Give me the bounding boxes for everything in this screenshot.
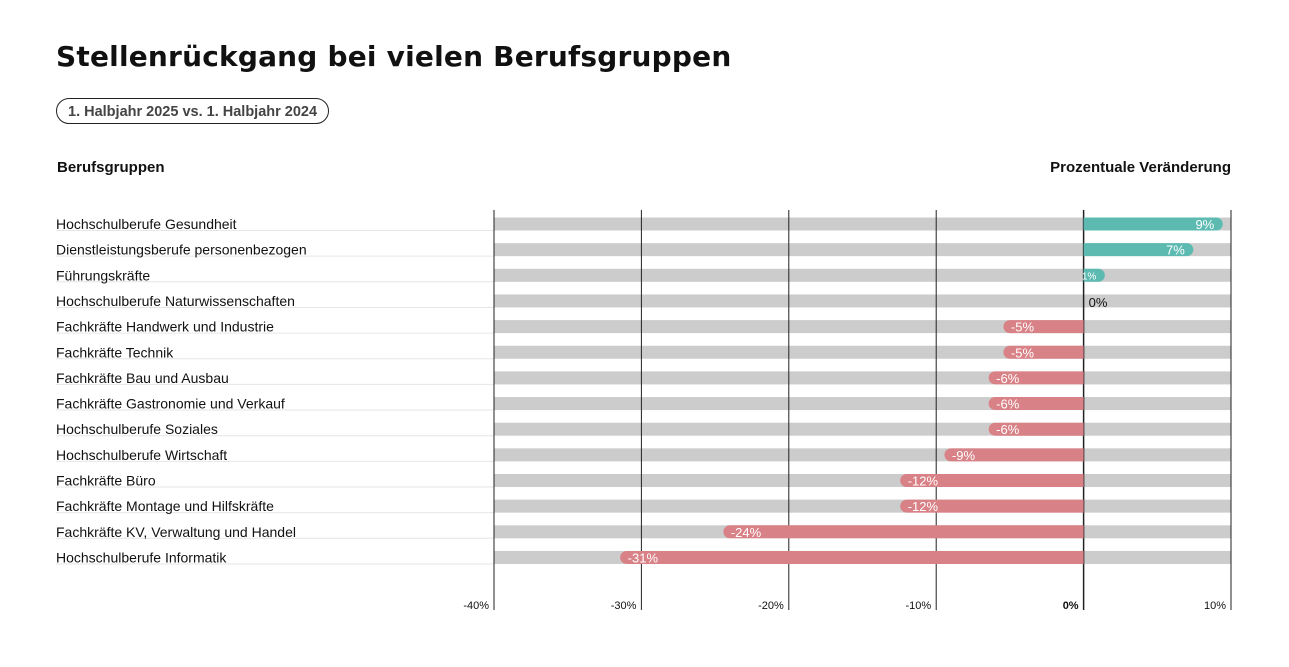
bar-hochschulberufe-gesundheit [1083, 217, 1223, 231]
value-label-hochschulberufe-soziales: -6% [996, 422, 1020, 437]
bar-fachkraefte-technik [1003, 345, 1084, 359]
bar-hochschulberufe-informatik [620, 550, 1084, 564]
value-label-fachkraefte-bau-und-ausbau: -6% [996, 371, 1020, 386]
value-label-fachkraefte-handwerk-und-industrie: -5% [1011, 320, 1035, 335]
category-label-fachkraefte-montage-und-hilfskraefte: Fachkräfte Montage und Hilfskräfte [56, 498, 274, 514]
x-tick-label-minus-30: -30% [611, 600, 637, 612]
bar-fuehrungskraefte [1083, 268, 1105, 282]
value-label-fachkraefte-buero: -12% [908, 474, 939, 489]
value-label-hochschulberufe-informatik: -31% [628, 550, 659, 565]
x-tick-label-minus-20: -20% [758, 600, 784, 612]
category-label-fuehrungskraefte: Führungskräfte [56, 267, 150, 283]
value-label-dienstleistungsberufe-personenbezogen: 7% [1166, 243, 1185, 258]
value-label-fachkraefte-kv-verwaltung-und-handel: -24% [731, 525, 762, 540]
category-label-dienstleistungsberufe-personenbezogen: Dienstleistungsberufe personenbezogen [56, 242, 307, 258]
track-fachkraefte-buero [494, 474, 1231, 487]
track-fachkraefte-gastronomie-und-verkauf [494, 397, 1231, 411]
bar-fachkraefte-handwerk-und-industrie [1003, 320, 1084, 334]
category-label-fachkraefte-bau-und-ausbau: Fachkräfte Bau und Ausbau [56, 370, 229, 386]
category-label-fachkraefte-technik: Fachkräfte Technik [56, 344, 174, 360]
category-label-hochschulberufe-naturwissenschaften: Hochschulberufe Naturwissenschaften [56, 293, 295, 309]
x-tick-label-minus-10: -10% [906, 600, 932, 612]
bar-dienstleistungsberufe-personenbezogen [1083, 243, 1194, 257]
value-label-hochschulberufe-gesundheit: 9% [1195, 217, 1214, 232]
value-label-fachkraefte-gastronomie-und-verkauf: -6% [996, 397, 1020, 412]
track-hochschulberufe-naturwissenschaften [494, 294, 1231, 308]
category-label-hochschulberufe-gesundheit: Hochschulberufe Gesundheit [56, 216, 237, 232]
category-label-hochschulberufe-informatik: Hochschulberufe Informatik [56, 549, 227, 565]
category-label-fachkraefte-handwerk-und-industrie: Fachkräfte Handwerk und Industrie [56, 319, 274, 335]
bar-hochschulberufe-wirtschaft [944, 448, 1084, 462]
track-fuehrungskraefte [494, 268, 1231, 282]
x-tick-label-minus-40: -40% [463, 600, 489, 612]
track-hochschulberufe-soziales [494, 422, 1231, 436]
category-label-fachkraefte-gastronomie-und-verkauf: Fachkräfte Gastronomie und Verkauf [56, 396, 285, 412]
bar-fachkraefte-buero [900, 474, 1084, 487]
track-fachkraefte-bau-und-ausbau [494, 371, 1231, 385]
chart-title: Stellenrückgang bei vielen Berufsgruppen [56, 40, 732, 73]
category-label-hochschulberufe-wirtschaft: Hochschulberufe Wirtschaft [56, 447, 227, 463]
track-fachkraefte-handwerk-und-industrie [494, 320, 1231, 334]
category-label-fachkraefte-buero: Fachkräfte Büro [56, 473, 156, 489]
track-fachkraefte-technik [494, 345, 1231, 359]
header-prozentuale-veraenderung: Prozentuale Veränderung [1050, 159, 1231, 176]
bar-fachkraefte-kv-verwaltung-und-handel [723, 525, 1084, 539]
bar-fachkraefte-montage-und-hilfskraefte [900, 499, 1084, 513]
category-label-hochschulberufe-soziales: Hochschulberufe Soziales [56, 421, 218, 437]
header-berufsgruppen: Berufsgruppen [57, 159, 165, 176]
x-tick-label-0: 0% [1063, 600, 1079, 612]
bar-fachkraefte-gastronomie-und-verkauf [988, 397, 1084, 411]
value-label-fachkraefte-technik: -5% [1011, 345, 1035, 360]
bar-hochschulberufe-soziales [988, 422, 1084, 436]
bar-fachkraefte-bau-und-ausbau [988, 371, 1084, 385]
value-label-hochschulberufe-naturwissenschaften: 0% [1089, 295, 1108, 310]
value-label-fachkraefte-montage-und-hilfskraefte: -12% [908, 499, 939, 514]
value-label-hochschulberufe-wirtschaft: -9% [952, 448, 976, 463]
track-hochschulberufe-wirtschaft [494, 448, 1231, 462]
category-label-fachkraefte-kv-verwaltung-und-handel: Fachkräfte KV, Verwaltung und Handel [56, 524, 296, 540]
track-dienstleistungsberufe-personenbezogen [494, 243, 1231, 257]
value-label-fuehrungskraefte: 1% [1082, 271, 1097, 282]
track-hochschulberufe-gesundheit [494, 217, 1231, 231]
track-fachkraefte-montage-und-hilfskraefte [494, 499, 1231, 513]
x-tick-label-10: 10% [1204, 600, 1226, 612]
period-pill: 1. Halbjahr 2025 vs. 1. Halbjahr 2024 [56, 98, 330, 124]
